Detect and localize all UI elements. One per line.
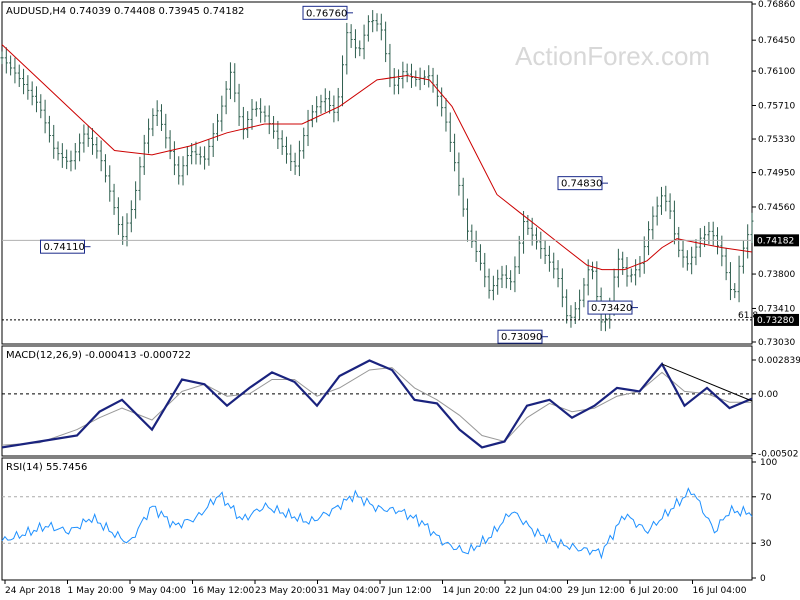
price-annotation-label: 0.73420 bbox=[591, 303, 632, 314]
x-tick-label: 31 May 04:00 bbox=[318, 586, 380, 596]
moving-average-line bbox=[1, 44, 753, 271]
current-price-tag bbox=[754, 234, 799, 247]
macd-line bbox=[1, 359, 753, 449]
price-y-tick-label: 0.73030 bbox=[758, 338, 795, 348]
x-tick-label: 14 Jun 20:00 bbox=[443, 586, 500, 596]
rsi-y-tick-label: 70 bbox=[760, 493, 772, 503]
price-annotation-label: 0.74110 bbox=[44, 242, 85, 253]
macd-y-tick-label: 0.00 bbox=[758, 390, 778, 400]
macd-y-tick-label: 0.002839 bbox=[758, 356, 800, 366]
x-tick-label: 22 Jun 04:00 bbox=[505, 586, 562, 596]
watermark: ActionForex.com bbox=[515, 41, 710, 71]
price-y-tick-label: 0.74560 bbox=[758, 203, 795, 213]
x-tick-label: 1 May 20:00 bbox=[68, 586, 124, 596]
rsi-y-tick-label: 100 bbox=[760, 458, 777, 468]
macd-layer bbox=[1, 359, 753, 449]
x-tick-label: 6 Jul 20:00 bbox=[630, 586, 679, 596]
x-tick-label: 23 May 20:00 bbox=[255, 586, 317, 596]
rsi-line bbox=[1, 487, 753, 560]
price-layer: 61.8 0.76760 0.74110 0.74830 0.73420 0.73090 bbox=[0, 5, 758, 344]
macd-signal-line bbox=[1, 367, 752, 446]
macd-panel-frame bbox=[1, 345, 753, 457]
price-y-tick-label: 0.76100 bbox=[758, 67, 795, 77]
price-annotation-label: 0.76760 bbox=[306, 8, 347, 19]
x-tick-label: 24 Apr 2018 bbox=[5, 586, 61, 596]
price-y-tick-label: 0.75710 bbox=[758, 101, 795, 111]
x-tick-label: 29 Jun 12:00 bbox=[568, 586, 625, 596]
rsi-y-tick-label: 30 bbox=[760, 539, 772, 549]
price-annotation-label: 0.73090 bbox=[501, 332, 542, 343]
x-tick-label: 16 May 12:00 bbox=[193, 586, 255, 596]
level-price-tag bbox=[754, 313, 799, 326]
price-y-tick-label: 0.73800 bbox=[758, 270, 795, 280]
x-tick-label: 9 May 04:00 bbox=[130, 586, 186, 596]
current-price-tag-label: 0.74182 bbox=[757, 236, 794, 246]
rsi-y-tick-label: 0 bbox=[760, 574, 766, 584]
price-y-tick-label: 0.76860 bbox=[758, 0, 795, 10]
price-y-tick-label: 0.73410 bbox=[758, 304, 795, 314]
price-y-tick-label: 0.75330 bbox=[758, 135, 795, 145]
x-tick-label: 16 Jul 04:00 bbox=[693, 586, 747, 596]
rsi-layer bbox=[1, 487, 753, 560]
rsi-panel-frame bbox=[1, 457, 753, 581]
x-tick-label: 7 Jun 12:00 bbox=[380, 586, 432, 596]
macd-header: MACD(12,26,9) -0.000413 -0.000722 bbox=[6, 350, 191, 361]
rsi-header: RSI(14) 55.7456 bbox=[6, 462, 87, 473]
fib-label: 61.8 bbox=[738, 311, 758, 321]
macd-y-tick-label: -0.00502 bbox=[758, 450, 798, 460]
macd-trendline bbox=[661, 363, 753, 402]
axis-layer: 0.76860 0.76450 0.76100 0.75710 0.75330 0.749… bbox=[4, 0, 800, 596]
price-annotation-label: 0.74830 bbox=[561, 179, 602, 190]
price-header: AUDUSD,H4 0.74039 0.74408 0.73945 0.7418… bbox=[6, 6, 244, 17]
level-price-tag-label: 0.73280 bbox=[757, 316, 794, 326]
price-y-tick-label: 0.76450 bbox=[758, 36, 795, 46]
price-y-tick-label: 0.74950 bbox=[758, 169, 795, 179]
